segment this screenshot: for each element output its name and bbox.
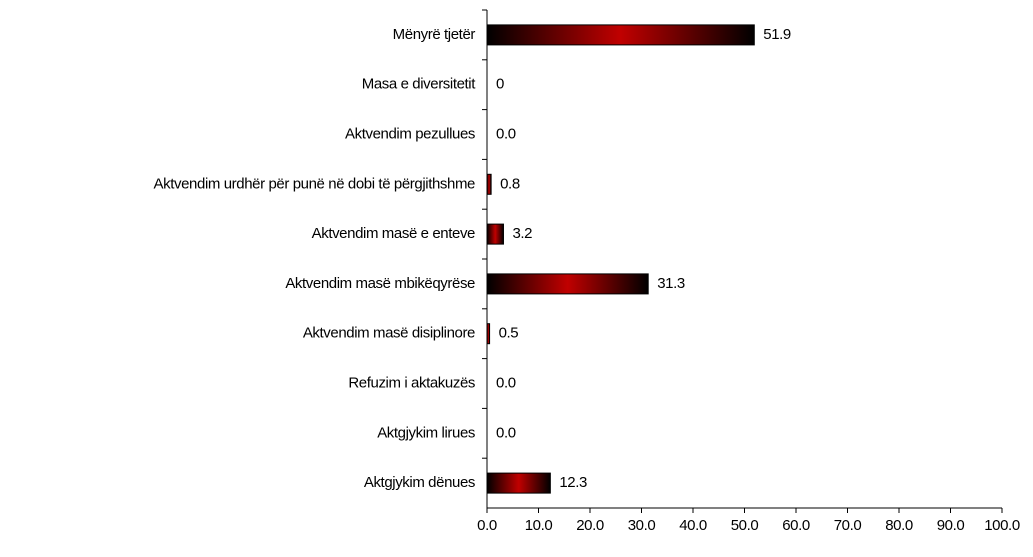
value-label: 0.0 (496, 374, 516, 391)
y-tick-label: Refuzim i aktakuzës (348, 374, 475, 391)
x-tick-label: 20.0 (576, 517, 604, 534)
value-label: 0.5 (499, 325, 519, 342)
y-tick-label: Aktvendim masë e enteve (312, 225, 475, 242)
x-tick-label: 80.0 (885, 517, 913, 534)
x-tick-label: 0.0 (477, 517, 497, 534)
y-tick-label: Mënyrë tjetër (393, 26, 476, 43)
x-tick-label: 10.0 (525, 517, 553, 534)
bar (486, 24, 755, 46)
value-label: 0.0 (496, 424, 516, 441)
bar (486, 273, 649, 295)
x-tick-label: 60.0 (782, 517, 810, 534)
value-label: 0.0 (496, 125, 516, 142)
y-tick-label: Masa e diversitetit (362, 76, 477, 93)
y-tick-label: Aktvendim urdhër për punë në dobi të për… (154, 175, 475, 192)
x-tick-label: 30.0 (628, 517, 656, 534)
x-tick-label: 90.0 (937, 517, 965, 534)
y-tick-label: Aktgjykim dënues (364, 474, 475, 491)
bar (486, 323, 491, 345)
x-tick-label: 40.0 (679, 517, 707, 534)
value-label: 51.9 (763, 26, 791, 43)
y-tick-label: Aktvendim masë disiplinore (303, 325, 475, 342)
x-tick-label: 50.0 (731, 517, 759, 534)
y-tick-label: Aktvendim masë mbikëqyrëse (285, 275, 475, 292)
bar (486, 223, 504, 245)
value-label: 31.3 (657, 275, 685, 292)
x-tick-label: 100.0 (984, 517, 1020, 534)
value-label: 12.3 (559, 474, 587, 491)
value-label: 0.8 (500, 175, 520, 192)
x-tick-label: 70.0 (834, 517, 862, 534)
y-tick-label: Aktvendim pezullues (345, 125, 475, 142)
y-tick-label: Aktgjykim lirues (377, 424, 475, 441)
bar (486, 173, 492, 195)
value-label: 3.2 (512, 225, 532, 242)
bar (486, 472, 551, 494)
value-label: 0 (496, 76, 504, 93)
